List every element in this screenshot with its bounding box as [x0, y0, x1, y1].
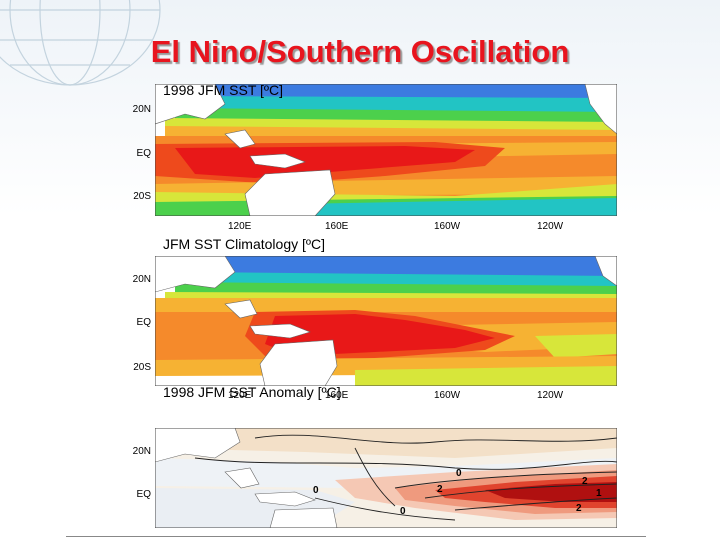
- x-tick-label: 160E: [325, 390, 349, 401]
- x-tick-label: 120E: [228, 221, 252, 232]
- globe-decoration-icon: [0, 0, 161, 86]
- contour-label: 2: [582, 476, 588, 487]
- sst-anomaly-map: [155, 428, 617, 528]
- contour-label: 2: [576, 503, 582, 514]
- slide-title: El Nino/Southern Oscillation: [150, 34, 570, 69]
- y-tick-label: 20N: [132, 446, 151, 457]
- panel-label-sst-1998: 1998 JFM SST [ºC]: [163, 82, 284, 98]
- y-tick-label: 20N: [132, 104, 151, 115]
- x-tick-label: 120E: [228, 390, 252, 401]
- sst-climatology-map: [155, 256, 617, 386]
- x-tick-label: 160W: [434, 390, 461, 401]
- x-tick-label: 120W: [537, 221, 564, 232]
- y-tick-label: EQ: [136, 148, 151, 159]
- y-tick-label: EQ: [136, 489, 151, 500]
- contour-label: 0: [400, 506, 406, 517]
- y-tick-label: 20N: [132, 274, 151, 285]
- panel-label-climatology: JFM SST Climatology [ºC]: [163, 236, 325, 252]
- y-tick-label: EQ: [136, 317, 151, 328]
- x-tick-label: 120W: [537, 390, 564, 401]
- x-tick-label: 160W: [434, 221, 461, 232]
- sst-1998-map: [155, 84, 617, 216]
- x-tick-label: 160E: [325, 221, 349, 232]
- contour-label: 1: [596, 488, 602, 499]
- footer-divider: [66, 536, 646, 537]
- contour-label: 2: [437, 484, 443, 495]
- y-tick-label: 20S: [133, 362, 151, 373]
- contour-label: 0: [313, 485, 319, 496]
- panel-label-anomaly: 1998 JFM SST Anomaly [ºC]: [163, 384, 341, 400]
- contour-label: 0: [456, 468, 462, 479]
- y-tick-label: 20S: [133, 191, 151, 202]
